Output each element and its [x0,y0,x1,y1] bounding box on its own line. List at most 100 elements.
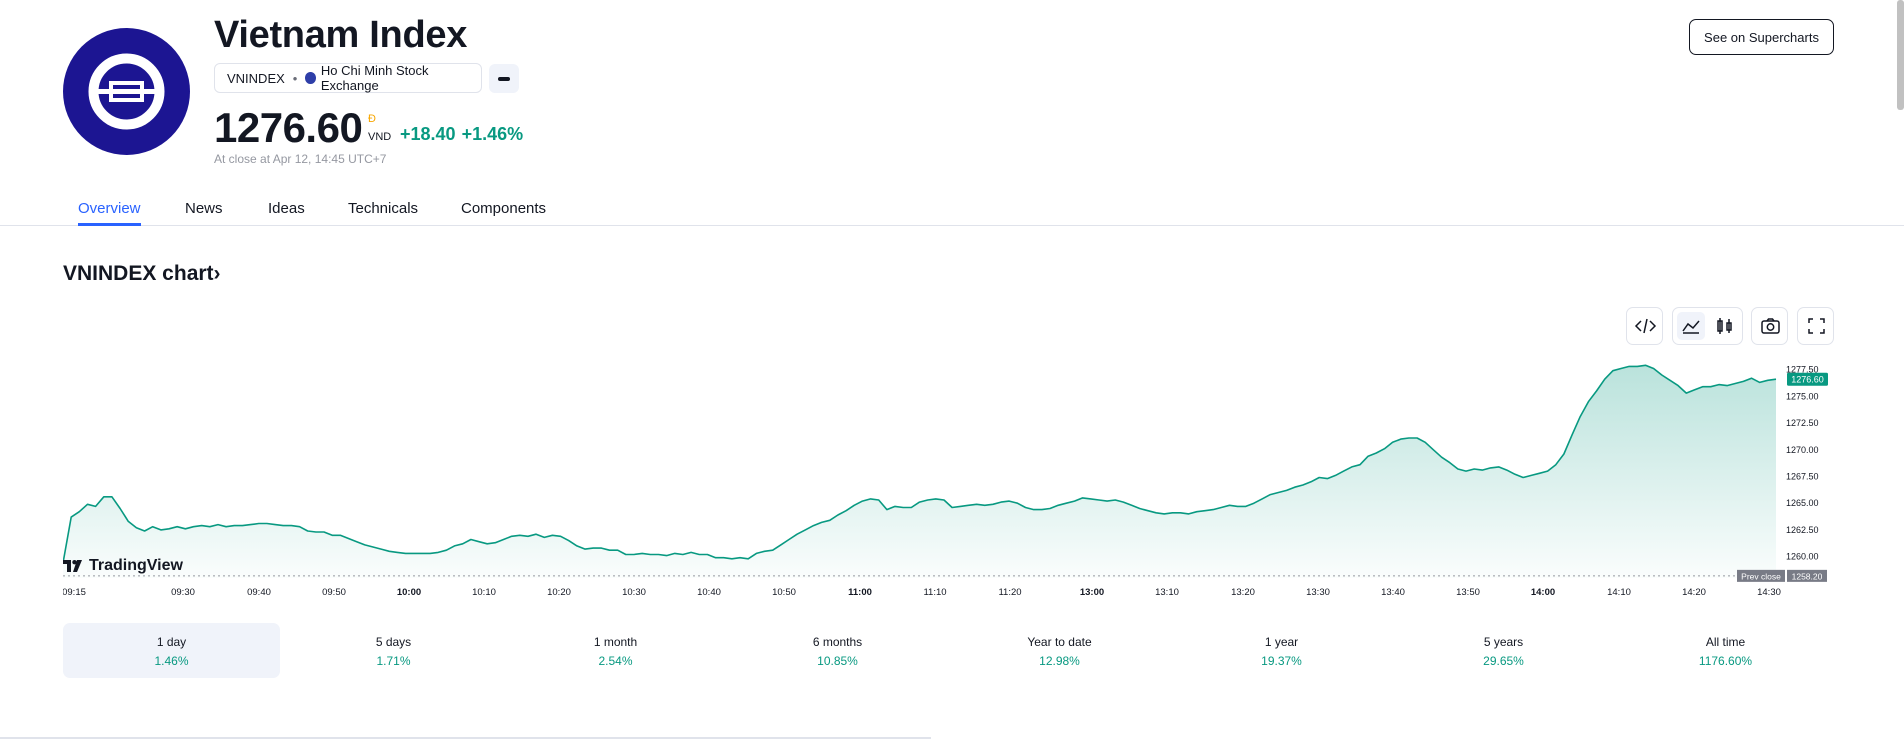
x-axis-tick-label: 14:30 [1757,587,1781,598]
period-value: 2.54% [598,654,633,668]
period-label: 1 day [156,635,187,649]
price-chart-svg: Prev close 1258.20 1277.50 1275.00 1272.50 1… [62,364,1828,598]
x-axis-tick-label: 13:10 [1155,587,1179,598]
more-options-button[interactable] [489,64,519,93]
x-axis-tick-label: 13:40 [1381,587,1405,598]
price-change: +18.40 +1.46% [400,124,529,145]
y-axis-tick-label: 1262.50 [1786,525,1819,535]
x-axis-tick-label: 11:10 [923,587,946,598]
page-scrollbar[interactable] [1897,0,1904,110]
x-axis-tick-label: 10:40 [697,587,721,598]
x-axis-tick-label: 13:50 [1456,587,1480,598]
x-axis-tick-label: 09:30 [171,587,195,598]
period-1-day[interactable]: 1 day 1.46% [63,623,280,678]
y-axis-tick-label: 1275.00 [1786,391,1819,401]
divider [0,737,931,739]
x-axis-tick-label: 14:00 [1531,587,1555,598]
hose-logo-icon [88,53,165,130]
index-logo [63,28,190,155]
prev-close-label: Prev close [1741,571,1781,581]
x-axis-tick-label: 14:10 [1607,587,1631,598]
x-axis-tick-label: 10:50 [772,587,796,598]
last-price-badge [1787,372,1828,386]
period-value: 29.65% [1483,654,1524,668]
section-tabs: Overview News Ideas Technicals Component… [0,192,1904,226]
symbol-label: VNINDEX [227,70,285,86]
period-label: All time [1705,635,1746,649]
exchange-globe-icon [305,72,316,84]
embed-icon [1634,318,1657,334]
chevron-right-icon: › [213,262,221,285]
candles-icon[interactable] [1707,308,1743,344]
period-5-days[interactable]: 5 days 1.71% [285,623,502,678]
price-area-fill [63,365,1776,578]
period-label: 1 year [1264,635,1299,649]
x-axis-tick-label: 10:20 [547,587,571,598]
currency-symbol: Đ [368,113,376,125]
change-absolute: +18.40 [400,124,456,144]
separator: • [292,70,298,86]
price-line [62,364,1777,564]
tab-ideas[interactable]: Ideas [268,200,305,217]
embed-button[interactable] [1626,307,1663,345]
tab-overview[interactable]: Overview [78,200,141,226]
x-axis-tick-label: 09:40 [247,587,271,598]
y-axis-tick-label: 1277.50 [1786,365,1819,375]
y-axis-tick-label: 1265.00 [1786,498,1819,508]
prev-close-value: 1258.20 [1792,571,1823,581]
page-title: Vietnam Index [214,14,468,56]
x-axis-tick-label: 11:00 [848,587,872,598]
period-5-years[interactable]: 5 years 29.65% [1395,623,1612,678]
snapshot-button[interactable] [1751,307,1788,345]
period-label: 5 days [375,635,412,649]
last-price-label: 1276.60 [1791,374,1824,384]
tab-components[interactable]: Components [461,200,547,217]
chart-title-link[interactable]: VNINDEX chart› [63,262,221,286]
period-1-year[interactable]: 1 year 19.37% [1173,623,1390,678]
period-all-time[interactable]: All time 1176.60% [1617,623,1834,678]
period-label: Year to date [1027,635,1092,649]
y-axis-tick-label: 1270.00 [1786,445,1819,455]
period-value: 19.37% [1261,654,1302,668]
period-1-month[interactable]: 1 month 2.54% [507,623,724,678]
chart-style-toggle [1672,307,1743,345]
x-axis-tick-label: 13:00 [1080,587,1104,598]
chart-title-text: VNINDEX chart [63,262,214,285]
price-chart[interactable]: Prev close 1258.20 1277.50 1275.00 1272.50 1… [62,360,1834,605]
x-axis-tick-label: 14:20 [1682,587,1706,598]
period-label: 5 years [1483,635,1524,649]
period-value: 10.85% [817,654,858,668]
x-axis-tick-label: 09:50 [322,587,346,598]
prev-close-tag [1737,569,1785,582]
area-chart-icon[interactable] [1673,308,1709,344]
tab-news[interactable]: News [185,200,223,217]
period-value: 1176.60% [1698,654,1753,668]
x-axis-tick-label: 13:20 [1231,587,1255,598]
camera-icon [1761,318,1780,334]
x-axis-tick-label: 10:00 [397,587,421,598]
see-on-supercharts-button[interactable]: See on Supercharts [1689,19,1834,55]
tradingview-mark-icon [63,560,82,572]
y-axis-tick-label: 1272.50 [1786,418,1819,428]
period-6-months[interactable]: 6 months 10.85% [729,623,946,678]
exchange-label: Ho Chi Minh Stock Exchange [320,63,429,93]
x-axis-tick-label: 11:20 [998,587,1021,598]
y-axis-tick-label: 1260.00 [1786,552,1819,562]
x-axis-tick-label: 09:15 [63,587,86,598]
symbol-exchange-pill[interactable]: VNINDEX • Ho Chi Minh Stock Exchange [214,63,482,93]
tradingview-wordmark: TradingView [89,557,183,574]
y-axis-tick-label: 1267.50 [1786,471,1819,481]
x-axis-tick-label: 10:10 [472,587,496,598]
period-value: 12.98% [1039,654,1080,668]
tab-technicals[interactable]: Technicals [348,200,419,217]
fullscreen-icon [1808,318,1825,334]
prev-close-value-tag [1787,569,1827,582]
period-value: 1.71% [376,654,411,668]
market-close-note: At close at Apr 12, 14:45 UTC+7 [214,152,387,166]
tradingview-logo[interactable]: TradingView [63,557,183,575]
last-price: 1276.60 [214,104,363,151]
fullscreen-button[interactable] [1797,307,1834,345]
period-year-to-date[interactable]: Year to date 12.98% [951,623,1168,678]
period-value: 1.46% [154,654,189,668]
x-axis-tick-label: 13:30 [1306,587,1330,598]
